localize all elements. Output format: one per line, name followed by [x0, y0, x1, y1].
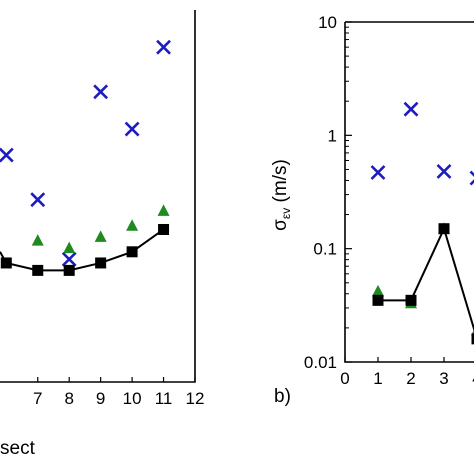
panel-b-x-point [436, 164, 452, 179]
panel-a-triangle-point [126, 219, 139, 231]
panel-b-x-tick-label: 4 [472, 369, 474, 388]
panel-a-x-tick-label: 12 [186, 389, 205, 408]
panel-a-square-point [95, 257, 107, 269]
panel-a-x-point [61, 251, 77, 267]
panel-a-axes-frame [0, 10, 196, 383]
panel-a-square-point [63, 264, 75, 276]
panel-b: b) σεv (m/s) 0.01 0.1 1 10 0 1 2 3 4 [270, 13, 474, 407]
panel-a-x-tick-label: 8 [64, 389, 73, 408]
panel-b-square-point [438, 223, 450, 235]
panel-b-x-tick-label: 2 [406, 369, 415, 388]
panel-a-x-tick-label: 10 [123, 389, 142, 408]
panel-a-x-point [0, 147, 14, 163]
panel-b-y-axis-title-subscript: εv [279, 208, 293, 219]
panel-a-triangle-point [31, 234, 44, 246]
panel-b-y-axis-title: σεv (m/s) [270, 159, 293, 231]
panel-b-y-axis-title-unit: (m/s) [270, 159, 291, 208]
panel-b-y-axis-title-main: σ [270, 219, 291, 231]
panel-b-x-tick-label: 3 [439, 369, 448, 388]
panel-b-square-point [471, 333, 474, 345]
panel-b-y-tick-label: 10 [318, 13, 337, 32]
panel-a-x-tick-label: 11 [155, 389, 173, 408]
panel-a-triangle-point [94, 230, 107, 242]
panel-b-y-tick-label: 0.01 [304, 353, 337, 372]
panel-b-axes-frame [344, 22, 474, 363]
panel-a-square-point [0, 257, 12, 269]
panel-b-square-point [405, 294, 417, 306]
panel-a-square-point [32, 264, 44, 276]
panel-a-square-point [158, 223, 170, 235]
panel-a-triangle-point [157, 204, 170, 216]
panel-b-x-tick-label: 1 [373, 369, 382, 388]
panel-b-triangle-point [372, 284, 384, 297]
panel-b-x-tick-label: 0 [340, 369, 349, 388]
panel-a-x-tick-label: 9 [96, 389, 105, 408]
panel-a-triangle-point [63, 241, 76, 254]
panel-a: sect 7 8 9 10 11 12 [0, 10, 204, 459]
panel-b-x-point [469, 170, 474, 186]
panel-a-x-point [93, 84, 109, 100]
panel-a-series-line [0, 228, 165, 272]
panel-a-x-axis-title: sect [0, 438, 36, 459]
panel-b-x-point [370, 165, 386, 180]
panel-a-square-point [126, 246, 138, 258]
panel-a-x-point [156, 39, 171, 55]
panel-b-x-point [403, 101, 419, 117]
panel-a-x-point [30, 192, 46, 208]
panel-a-x-point [124, 121, 140, 137]
panel-a-x-tick-label: 7 [33, 389, 42, 408]
panel-b-label: b) [274, 386, 291, 407]
panel-b-square-point [372, 294, 384, 306]
panel-b-y-tick-label: 0.1 [313, 240, 337, 259]
panel-b-y-tick-label: 1 [328, 126, 337, 145]
panel-b-series-line [378, 225, 474, 333]
